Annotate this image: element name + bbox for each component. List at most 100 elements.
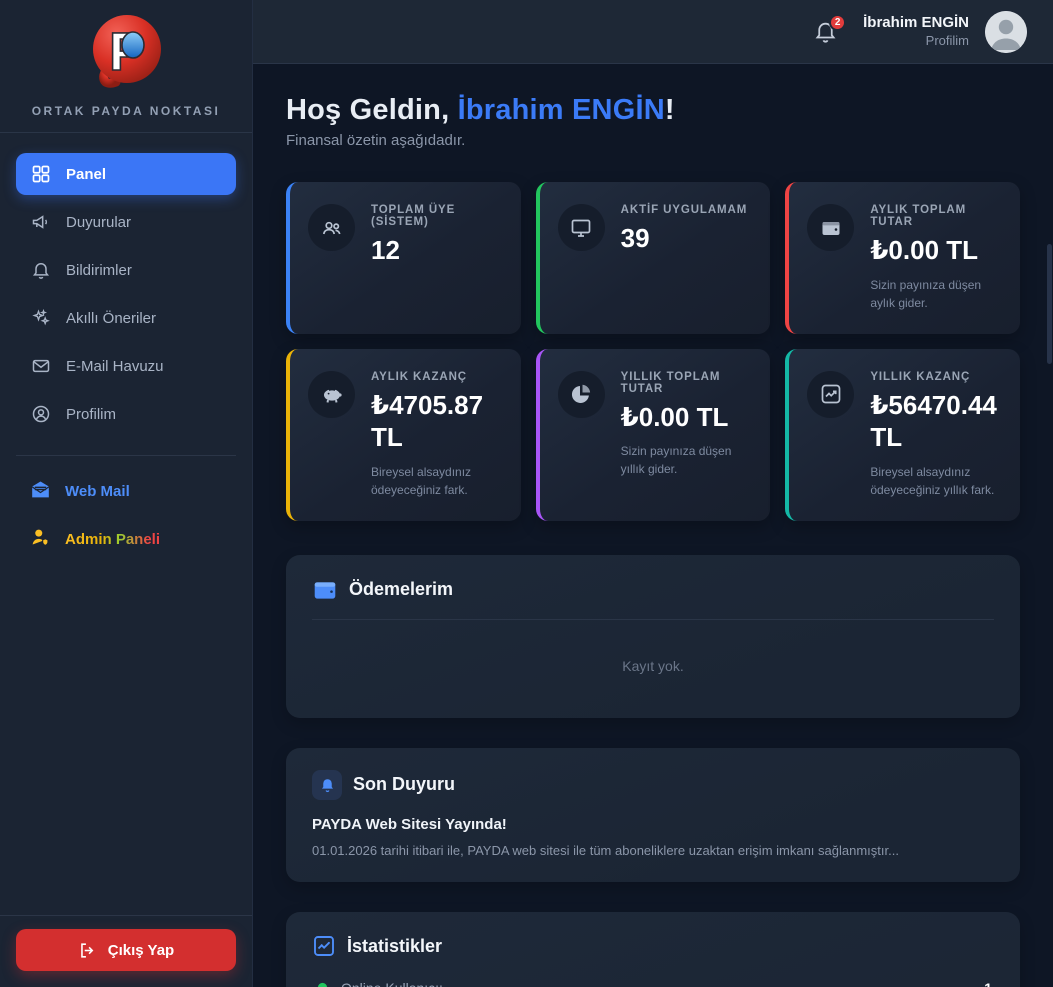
- brand-title: ORTAK PAYDA NOKTASI: [31, 104, 221, 118]
- announcement-headline: PAYDA Web Sitesi Yayında!: [312, 815, 507, 833]
- stat-card-aylik-kazanc: AYLIK KAZANÇ ₺4705.87 TL Bireysel alsayd…: [286, 348, 521, 521]
- notifications-button[interactable]: 2: [813, 13, 847, 45]
- stat-card-aylik-toplam-tutar: AYLIK TOPLAM TUTAR ₺0.00 TL Sizin payını…: [785, 182, 1020, 334]
- stats-grid: TOPLAM ÜYE (SİSTEM) 12 AKTİF UYGULAMAM 3…: [286, 182, 1020, 521]
- stat-value: ₺56470.44 TL: [870, 389, 997, 453]
- sidebar-item-label: E-Mail Havuzu: [66, 357, 164, 375]
- notification-badge: 2: [829, 13, 847, 31]
- logout-label: Çıkış Yap: [107, 941, 175, 959]
- sidebar-item-akilli-oneriler[interactable]: Akıllı Öneriler: [16, 297, 236, 339]
- sparkles-icon: [30, 307, 52, 329]
- statistics-rows: Online Kullanıcı: 1 Toplam Kullanıcı: 12: [312, 966, 994, 987]
- divider: [312, 618, 994, 620]
- stat-label: AYLIK TOPLAM TUTAR: [870, 204, 967, 228]
- panel-title: İstatistikler: [347, 935, 443, 956]
- user-role: Profilim: [925, 32, 969, 48]
- avatar-placeholder-icon: [985, 10, 1027, 53]
- sidebar-item-panel[interactable]: Panel: [16, 153, 236, 195]
- sidebar-item-duyurular[interactable]: Duyurular: [16, 201, 236, 243]
- stat-label: YILLIK TOPLAM TUTAR: [620, 370, 721, 395]
- stat-note: Bireysel alsaydınız ödeyeceğiniz fark.: [371, 464, 472, 497]
- page-title: Hoş Geldin, İbrahim ENGİN!: [286, 94, 1020, 127]
- sidebar-item-label: Profilim: [66, 405, 117, 423]
- megaphone-icon: [30, 211, 52, 233]
- stat-value: 39: [620, 223, 650, 253]
- user-circle-icon: [30, 403, 52, 425]
- user-name: İbrahim ENGİN: [863, 14, 969, 31]
- sidebar-item-label: Duyurular: [66, 213, 132, 231]
- sidebar-nav: Panel Duyurular Bildirimler Akıllı Öneri…: [0, 133, 252, 441]
- announcement-body: 01.01.2026 tarihi itibari ile, PAYDA web…: [312, 842, 899, 858]
- stats-row-value: 1: [984, 980, 992, 987]
- admin-shield-icon: [30, 527, 51, 552]
- bell-blue-icon: [312, 769, 342, 800]
- page-subtitle: Finansal özetin aşağıdadır.: [286, 132, 466, 149]
- sidebar-item-label: Bildirimler: [66, 261, 132, 279]
- stat-value: ₺0.00 TL: [870, 235, 979, 265]
- envelope-icon: [30, 355, 52, 377]
- spacer: [0, 566, 252, 915]
- piggy-bank-icon: [308, 370, 355, 418]
- stats-row-online: Online Kullanıcı: 1: [312, 966, 994, 987]
- webmail-icon: [30, 479, 51, 504]
- sidebar-links: Web Mail Admin Paneli: [0, 470, 252, 566]
- brand-logo: P: [0, 0, 252, 94]
- stat-card-toplam-uye: TOPLAM ÜYE (SİSTEM) 12: [286, 182, 521, 334]
- pie-chart-icon: [557, 370, 605, 418]
- avatar[interactable]: [985, 10, 1027, 53]
- stat-card-aktif-uygulamam: AKTİF UYGULAMAM 39: [535, 182, 771, 334]
- sidebar-item-label: Web Mail: [65, 482, 130, 500]
- monitor-icon: [557, 204, 605, 251]
- sidebar-item-webmail[interactable]: Web Mail: [16, 470, 236, 512]
- stats-row-label: Online Kullanıcı:: [341, 980, 443, 987]
- users-icon: [308, 204, 355, 251]
- stat-value: ₺0.00 TL: [620, 401, 729, 432]
- logout-button[interactable]: Çıkış Yap: [16, 929, 236, 971]
- wallet-blue-icon: [314, 581, 336, 599]
- statistics-panel: İstatistikler Online Kullanıcı: 1: [286, 912, 1020, 987]
- main-content: Hoş Geldin, İbrahim ENGİN! Finansal özet…: [253, 64, 1053, 987]
- chart-trend-icon: [314, 936, 334, 956]
- stat-note: Sizin payınıza düşen aylık gider.: [870, 277, 982, 310]
- sidebar-footer: Çıkış Yap: [0, 915, 252, 987]
- sidebar-item-label: Panel: [66, 165, 107, 183]
- sidebar-item-email-havuzu[interactable]: E-Mail Havuzu: [16, 345, 236, 387]
- stat-label: AKTİF UYGULAMAM: [620, 204, 748, 216]
- welcome-name: İbrahim ENGİN: [457, 94, 665, 126]
- welcome-greeting: Hoş Geldin,: [286, 94, 450, 126]
- announcement-panel: Son Duyuru PAYDA Web Sitesi Yayında! 01.…: [286, 747, 1020, 882]
- stat-card-yillik-toplam-tutar: YILLIK TOPLAM TUTAR ₺0.00 TL Sizin payın…: [535, 348, 771, 521]
- stat-note: Sizin payınıza düşen yıllık gider.: [620, 444, 732, 476]
- main-area: 2 İbrahim ENGİN Profilim Hoş Geldin, İbr…: [253, 0, 1053, 987]
- scrollbar-thumb[interactable]: [1047, 244, 1052, 364]
- sidebar-item-label: Akıllı Öneriler: [66, 309, 157, 327]
- stat-label: TOPLAM ÜYE (SİSTEM): [371, 204, 456, 228]
- wallet-icon: [807, 204, 855, 251]
- sidebar-item-label: Admin Paneli: [65, 530, 161, 548]
- sidebar-item-profilim[interactable]: Profilim: [16, 393, 236, 435]
- bell-icon: [30, 259, 52, 281]
- stat-value: 12: [371, 235, 400, 265]
- stat-note: Bireysel alsaydınız ödeyeceğiniz yıllık …: [870, 464, 995, 497]
- sidebar-item-admin-paneli[interactable]: Admin Paneli: [16, 518, 236, 560]
- stat-label: AYLIK KAZANÇ: [371, 370, 467, 383]
- top-header: 2 İbrahim ENGİN Profilim: [253, 0, 1053, 64]
- panel-title: Son Duyuru: [353, 774, 455, 794]
- user-meta: İbrahim ENGİN Profilim: [863, 14, 969, 49]
- sidebar: P ORTAK PAYDA NOKTASI Panel Duyurular: [0, 0, 253, 987]
- chart-line-icon: [807, 370, 855, 418]
- payda-logo-icon: P: [93, 15, 161, 88]
- stat-label: YILLIK KAZANÇ: [870, 370, 971, 383]
- online-dot-icon: [314, 979, 331, 987]
- welcome-suffix: !: [664, 94, 675, 126]
- payments-panel: Ödemelerim Kayıt yok.: [286, 554, 1020, 718]
- divider: [16, 455, 236, 456]
- divider: [0, 132, 252, 133]
- sidebar-item-bildirimler[interactable]: Bildirimler: [16, 249, 236, 291]
- stat-value: ₺4705.87 TL: [371, 389, 484, 453]
- grid-icon: [30, 163, 52, 185]
- empty-state-text: Kayıt yok.: [622, 657, 684, 674]
- panel-title: Ödemelerim: [349, 579, 454, 599]
- logout-icon: [78, 941, 97, 960]
